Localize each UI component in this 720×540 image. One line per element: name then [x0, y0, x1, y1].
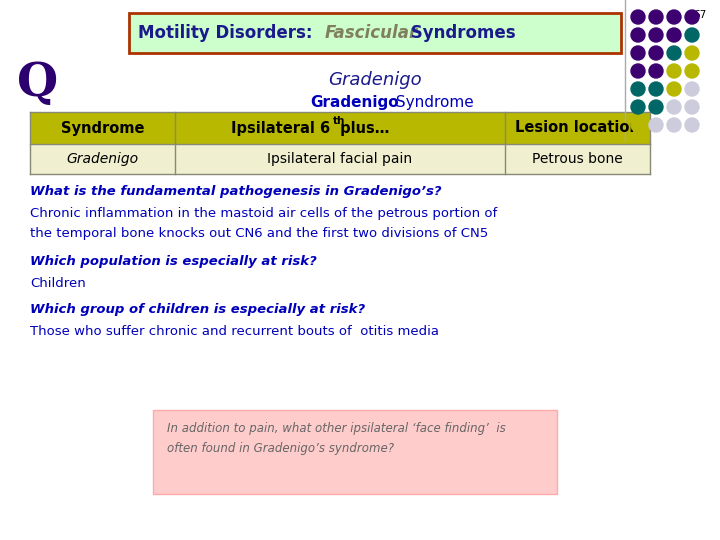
- Circle shape: [685, 82, 699, 96]
- Text: often found in Gradenigo’s syndrome?: often found in Gradenigo’s syndrome?: [167, 442, 394, 455]
- Circle shape: [667, 46, 681, 60]
- Text: In addition to pain, what other ipsilateral ‘face finding’  is: In addition to pain, what other ipsilate…: [167, 422, 505, 435]
- Text: Petrous bone: Petrous bone: [532, 152, 623, 166]
- Text: Chronic inflammation in the mastoid air cells of the petrous portion of: Chronic inflammation in the mastoid air …: [30, 207, 498, 220]
- Circle shape: [649, 10, 663, 24]
- Text: plus…: plus…: [335, 120, 390, 136]
- Text: Syndrome: Syndrome: [60, 120, 144, 136]
- Circle shape: [667, 28, 681, 42]
- Circle shape: [631, 100, 645, 114]
- Text: the temporal bone knocks out CN6 and the first two divisions of CN5: the temporal bone knocks out CN6 and the…: [30, 227, 488, 240]
- Circle shape: [649, 100, 663, 114]
- Circle shape: [631, 10, 645, 24]
- Text: Lesion location: Lesion location: [515, 120, 640, 136]
- Text: th: th: [333, 116, 346, 126]
- Circle shape: [649, 28, 663, 42]
- Text: Which group of children is especially at risk?: Which group of children is especially at…: [30, 303, 365, 316]
- Circle shape: [631, 46, 645, 60]
- Text: Syndromes: Syndromes: [405, 24, 516, 42]
- Circle shape: [685, 118, 699, 132]
- Circle shape: [685, 46, 699, 60]
- Text: Which population is especially at risk?: Which population is especially at risk?: [30, 255, 317, 268]
- Circle shape: [649, 64, 663, 78]
- Circle shape: [631, 118, 645, 132]
- Circle shape: [631, 82, 645, 96]
- Circle shape: [631, 64, 645, 78]
- Circle shape: [685, 64, 699, 78]
- Text: Ipsilateral 6: Ipsilateral 6: [231, 120, 330, 136]
- Text: Syndrome: Syndrome: [391, 95, 474, 110]
- Circle shape: [685, 100, 699, 114]
- FancyBboxPatch shape: [153, 410, 557, 494]
- Text: Gradenigo: Gradenigo: [310, 95, 399, 110]
- Circle shape: [685, 28, 699, 42]
- Circle shape: [649, 82, 663, 96]
- Text: Motility Disorders:: Motility Disorders:: [138, 24, 318, 42]
- Circle shape: [685, 10, 699, 24]
- Text: Gradenigo: Gradenigo: [66, 152, 138, 166]
- Circle shape: [649, 118, 663, 132]
- Circle shape: [667, 10, 681, 24]
- Text: Fascicular: Fascicular: [325, 24, 418, 42]
- Text: Q: Q: [17, 60, 58, 106]
- Text: Ipsilateral facial pain: Ipsilateral facial pain: [267, 152, 413, 166]
- FancyBboxPatch shape: [129, 13, 621, 53]
- Bar: [30, 144, 650, 174]
- Circle shape: [667, 118, 681, 132]
- Circle shape: [649, 46, 663, 60]
- Text: 67: 67: [693, 10, 706, 20]
- Circle shape: [631, 28, 645, 42]
- Text: Those who suffer chronic and recurrent bouts of  otitis media: Those who suffer chronic and recurrent b…: [30, 325, 439, 338]
- Text: Gradenigo: Gradenigo: [328, 71, 422, 89]
- Circle shape: [667, 100, 681, 114]
- Bar: [30, 112, 650, 144]
- Circle shape: [667, 64, 681, 78]
- Circle shape: [667, 82, 681, 96]
- Text: What is the fundamental pathogenesis in Gradenigo’s?: What is the fundamental pathogenesis in …: [30, 185, 441, 198]
- Text: Children: Children: [30, 277, 86, 290]
